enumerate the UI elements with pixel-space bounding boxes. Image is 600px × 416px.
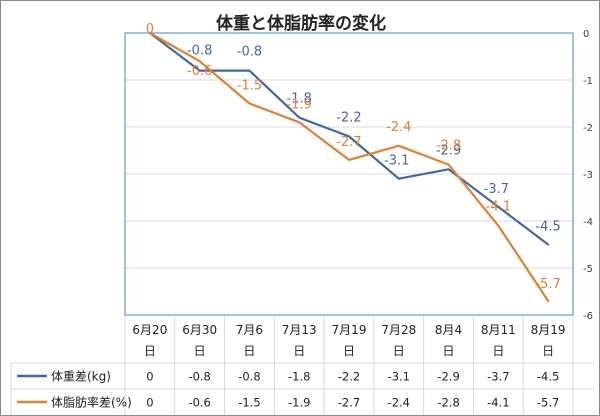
data-label: -2.9: [436, 143, 461, 158]
data-label: -5.7: [535, 277, 560, 292]
table-cell: -2.4: [388, 396, 410, 410]
table-cell: -4.5: [537, 370, 559, 384]
data-label: -2.8: [436, 139, 461, 154]
x-category-label-line2: 日: [343, 344, 355, 358]
x-category-label: 7月19: [332, 323, 367, 337]
x-category-label-line2: 日: [144, 344, 156, 358]
y-tick-label: -4: [583, 217, 593, 228]
legend-label: 体重差(kg): [51, 370, 111, 384]
data-label: -1.9: [287, 97, 312, 112]
data-label-layer: -0.8 -0.8 -1.8 -2.2 -3.1 -2.9 -3.7 -4.5 0 -0.6 -1.…: [146, 22, 561, 292]
x-category-label: 8月4: [435, 323, 462, 337]
table-cell: -1.8: [288, 370, 310, 384]
data-label: -1.5: [237, 79, 262, 94]
data-label: -0.8: [187, 44, 212, 59]
table-cell: 0: [146, 370, 153, 384]
legend-label: 体脂肪率差(%): [51, 395, 132, 410]
table-cell: -2.9: [437, 370, 459, 384]
grid-layer: [124, 32, 574, 316]
y-tick-label: -1: [583, 76, 593, 87]
data-label: -4.5: [535, 220, 560, 235]
y-tick-label: -3: [583, 170, 593, 181]
x-category-label-line2: 日: [243, 344, 255, 358]
data-label: -4.1: [486, 200, 511, 215]
x-category-label-line2: 日: [194, 344, 206, 358]
data-label: 0: [146, 22, 154, 37]
plot-area-border: [124, 32, 574, 316]
x-category-label: 7月6: [236, 323, 263, 337]
table-cell: -0.6: [188, 396, 210, 410]
x-category-label-line2: 日: [492, 344, 504, 358]
x-category-label: 7月28: [381, 323, 416, 337]
series-line-1: [148, 31, 550, 246]
data-label: -0.6: [187, 64, 212, 79]
table-cell: 0: [146, 396, 153, 410]
table-cell: -2.7: [338, 396, 360, 410]
x-category-label-line2: 日: [443, 344, 455, 358]
chart-title: 体重と体脂肪率の変化: [216, 13, 386, 34]
data-table: 体重差(kg) 0 -0.8 -0.8 -1.8 -2.2 -3.1 -2.9 -3.7 -4.5…: [10, 315, 595, 415]
table-cell: -2.8: [437, 396, 459, 410]
x-category-label: 6月30: [182, 323, 217, 337]
table-cell: -4.1: [487, 396, 509, 410]
table-cell: -3.7: [487, 370, 509, 384]
data-label: -1.8: [287, 92, 312, 107]
x-category-label: 8月11: [481, 323, 516, 337]
series-line-2: [148, 31, 550, 302]
data-label: -3.7: [484, 182, 509, 197]
y-tick-label: -2: [583, 123, 593, 134]
series-layer: [148, 31, 550, 302]
x-category-label-line2: 日: [542, 344, 554, 358]
table-cell: -2.2: [338, 370, 360, 384]
x-category-label-line2: 日: [393, 344, 405, 358]
y-tick-label: 0: [583, 29, 589, 40]
data-label: -2.2: [336, 110, 361, 125]
x-category-label: 8月19: [531, 323, 566, 337]
x-category-label: 7月13: [282, 323, 317, 337]
table-cell: -5.7: [537, 396, 559, 410]
table-cell: -1.9: [288, 396, 310, 410]
data-label: -2.7: [336, 135, 361, 150]
y-tick-label: -6: [583, 311, 593, 322]
data-label: -0.8: [237, 45, 262, 60]
table-cell: -3.1: [388, 370, 410, 384]
data-label: -3.1: [384, 154, 409, 169]
y-tick-label: -5: [583, 264, 593, 275]
x-category-label-line2: 日: [293, 344, 305, 358]
table-cell: -0.8: [188, 370, 210, 384]
table-cell: -0.8: [238, 370, 260, 384]
axis-layer: 0 -1 -2 -3 -4 -5 -6 6月20 日 6月30 日 7月6 日 7月13 日 7月19 日 7月2…: [132, 29, 593, 358]
table-cell: -1.5: [238, 396, 260, 410]
x-category-label: 6月20: [132, 323, 167, 337]
data-label: -2.4: [386, 120, 411, 135]
